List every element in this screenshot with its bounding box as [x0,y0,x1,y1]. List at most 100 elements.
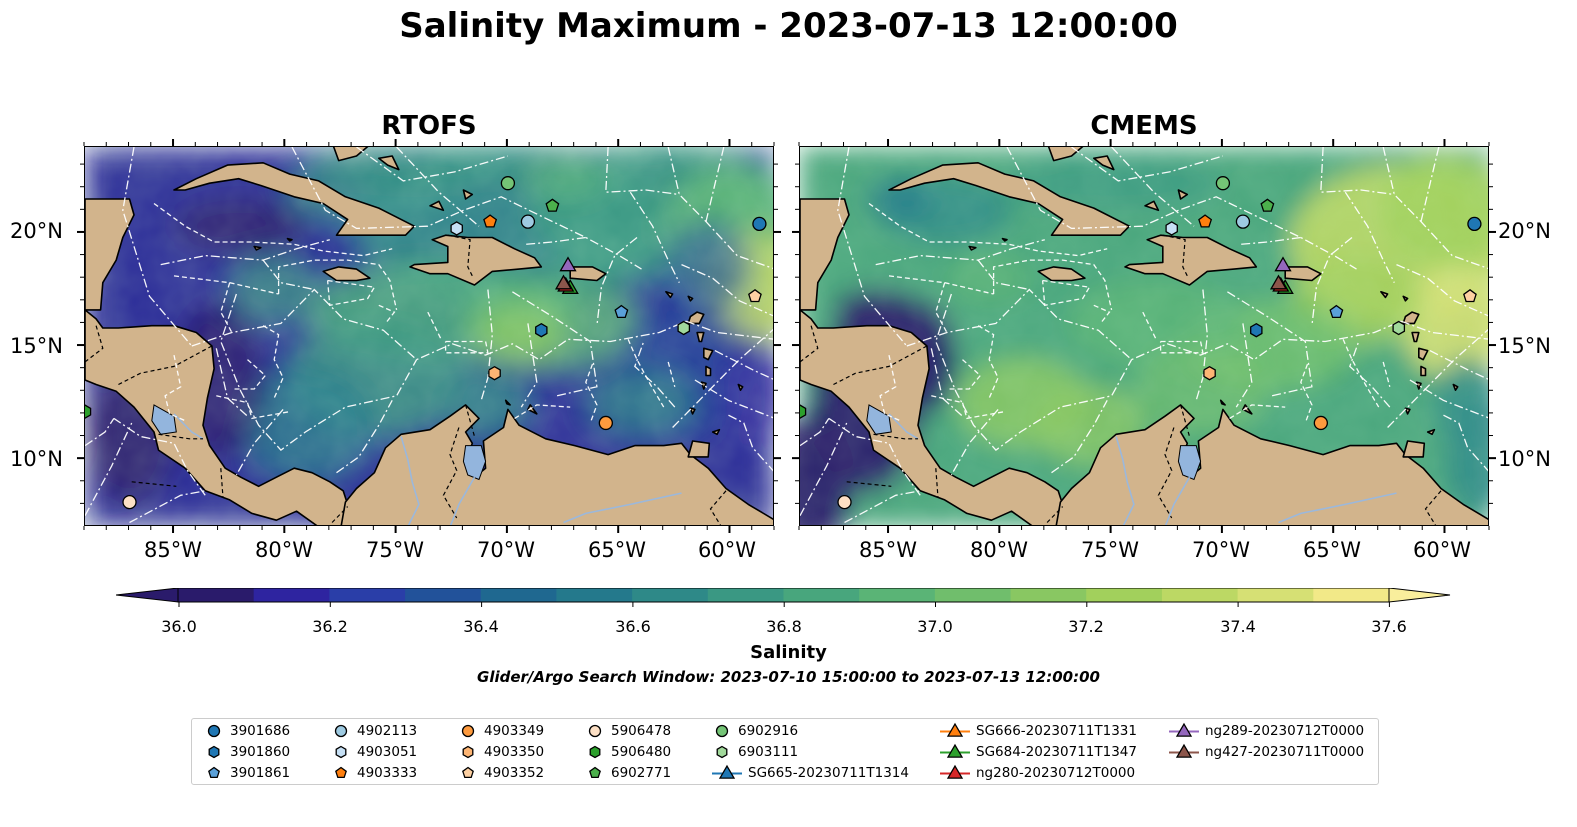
legend-label: 6902916 [738,723,799,739]
legend-entry: 4903333 [331,763,417,783]
legend-marker-pentagon [462,766,474,779]
legend-label: ng280-20230712T0000 [976,765,1136,781]
legend-marker-hexagon [208,745,220,759]
lon-label-65w-cmems: 65°W [1303,538,1361,562]
colorbar-tick-37-4: 37.4 [1220,617,1256,636]
legend-label: 3901861 [230,765,291,781]
legend-label: SG665-20230711T1314 [748,765,909,781]
lat-label-15n-left: 15°N [10,334,63,358]
lon-label-80w-cmems: 80°W [970,538,1028,562]
glider-ng427-20230711T0000 [554,274,573,290]
argo-float-markers [85,176,767,510]
legend-entry: 3901686 [204,721,290,741]
float-4902113 [1235,214,1251,229]
panel-title-cmems: CMEMS [1090,111,1198,141]
legend-entry: ng427-20230711T0000 [1169,742,1364,762]
argo-float-markers [800,176,1482,510]
colorbar-segment [1010,588,1087,602]
lon-label-60w-cmems: 60°W [1413,538,1471,562]
legend-marker-triangle-line [940,743,970,758]
colorbar-segment [859,588,936,602]
float-6902771 [1260,198,1275,212]
legend-marker-circle [588,724,602,738]
legend-label: 6902771 [611,765,672,781]
lat-label-10n-right: 10°N [1498,447,1551,471]
legend-marker-hexagon [716,745,728,759]
legend-circle [715,724,729,738]
legend-marker-circle [715,724,729,738]
legend-circle [334,724,348,738]
map-rtofs [85,147,773,525]
legend-entry: 4903349 [458,721,544,741]
float-6903111 [1392,320,1406,336]
legend-label: 4903051 [357,744,418,760]
map-panel-rtofs [84,146,774,526]
lon-label-75w-cmems: 75°W [1081,538,1139,562]
float-6902916 [500,176,516,191]
rivers [888,413,1397,525]
legend-triangle [946,764,964,779]
colorbar-segment [1086,588,1163,602]
float-5906478 [837,494,852,510]
land-masses [85,147,773,525]
lat-label-20n-right: 20°N [1498,219,1551,243]
legend-marker-pentagon [589,766,601,779]
float-3901860 [535,322,548,338]
float-4903349 [1313,415,1328,431]
legend-entry: 4903352 [458,763,544,783]
legend-label: 3901860 [230,744,291,760]
colorbar-segment [934,588,1012,602]
float-3901861 [614,304,629,319]
land-masses [800,147,1488,525]
colorbar-tick-37-6: 37.6 [1371,617,1407,636]
lon-label-80w-rtofs: 80°W [255,538,313,562]
lon-label-85w-rtofs: 85°W [144,538,202,562]
glider-markers [1269,256,1294,294]
float-6903111 [677,320,691,336]
lat-label-15n-right: 15°N [1498,334,1551,358]
colorbar-extend-high [1388,588,1451,603]
lon-label-85w-cmems: 85°W [859,538,917,562]
float-4903333 [483,214,498,228]
salinity-field [85,147,773,525]
legend-entry: SG665-20230711T1314 [712,763,909,783]
legend-marker-circle [461,724,475,738]
float-4903352 [1463,288,1477,303]
legend-entry: 4903350 [458,742,544,762]
panel-title-rtofs: RTOFS [381,111,477,141]
lakes [151,404,487,481]
legend-entry: 6902771 [585,763,671,783]
legend-entry: 3901860 [204,742,290,762]
legend-entry: 5906478 [585,721,671,741]
search-window-caption: Glider/Argo Search Window: 2023-07-10 15… [477,668,1100,686]
float-6902771 [545,198,560,212]
lon-label-70w-rtofs: 70°W [477,538,535,562]
figure-title: Salinity Maximum - 2023-07-13 12:00:00 [399,6,1178,46]
colorbar-segment [405,588,482,602]
float-4903051 [1165,221,1178,236]
colorbar-extend-low [116,588,179,603]
eez-boundaries [800,147,1488,524]
lakes [866,404,1202,481]
legend-entry: 6903111 [712,742,798,762]
legend-label: 4902113 [357,723,418,739]
legend-triangle [946,722,964,737]
glider-markers [554,256,579,294]
float-5906480 [800,404,807,419]
eez-boundaries [85,147,773,524]
float-5906478 [122,494,137,510]
legend-pentagon [589,766,601,779]
colorbar-segment [329,588,406,602]
legend-marker-hexagon [462,745,474,759]
colorbar-segment [556,588,633,602]
float-5906480 [85,404,92,419]
legend-label: 4903352 [484,765,545,781]
legend-entry: 4903051 [331,742,417,762]
rivers [173,413,682,525]
legend-marker-circle [334,724,348,738]
legend-label: 4903350 [484,744,545,760]
colorbar-segment [178,588,255,602]
legend-triangle [1175,743,1193,758]
float-4902113 [520,214,536,229]
legend-marker-hexagon [589,745,601,759]
